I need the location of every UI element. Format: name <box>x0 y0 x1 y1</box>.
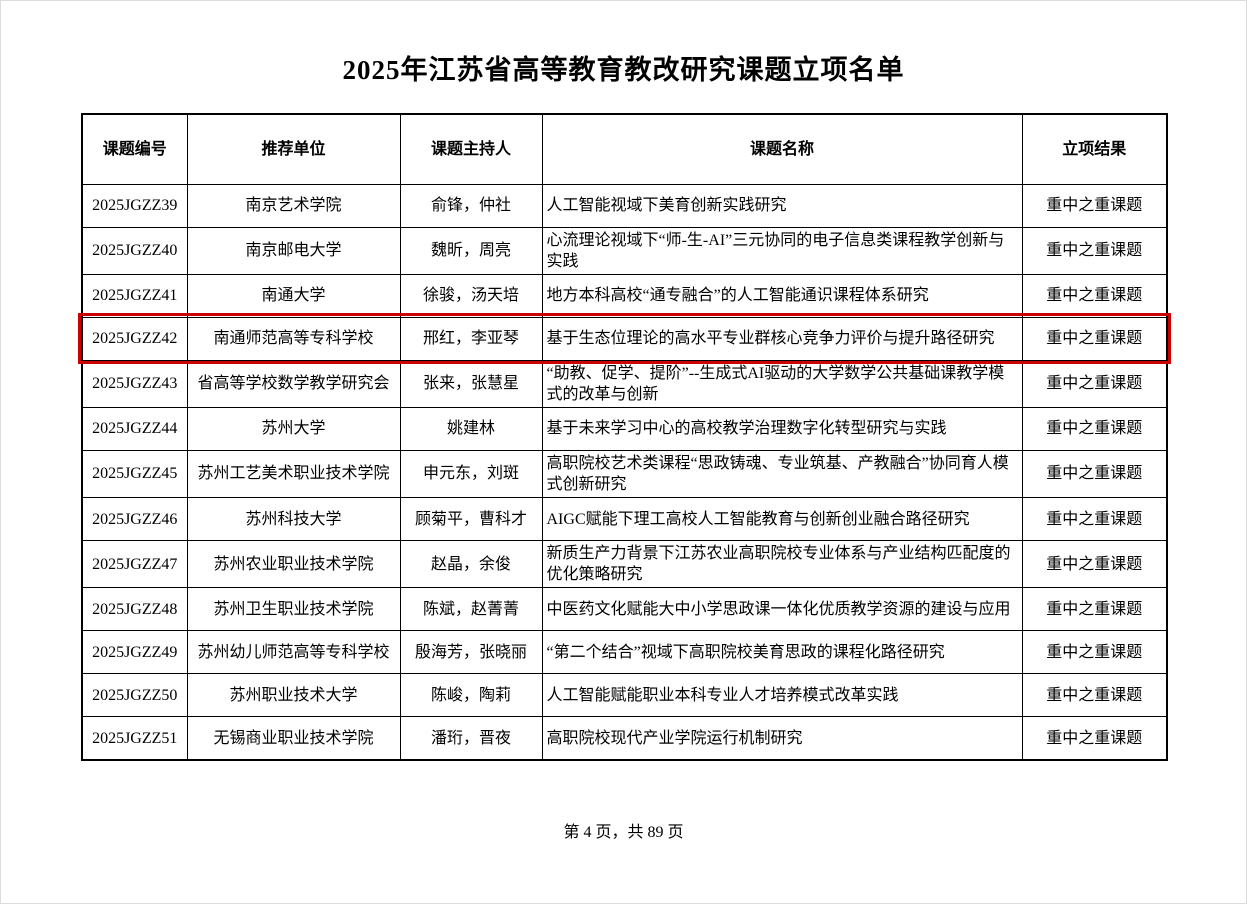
page-title: 2025年江苏省高等教育教改研究课题立项名单 <box>342 55 905 85</box>
cell-unit: 无锡商业职业技术学院 <box>186 716 401 761</box>
cell-unit: 南京邮电大学 <box>186 226 401 275</box>
cell-result: 重中之重课题 <box>1021 183 1168 228</box>
table-header-row: 课题编号 推荐单位 课题主持人 课题名称 立项结果 <box>81 113 1168 185</box>
table-row: 2025JGZZ48 苏州卫生职业技术学院 陈斌，赵菁菁 中医药文化赋能大中小学思政课… <box>81 587 1168 632</box>
column-header-4: 立项结果 <box>1021 113 1168 185</box>
column-header-2: 课题主持人 <box>399 113 543 185</box>
table-row-highlighted: 2025JGZZ42 南通师范高等专科学校 邢红，李亚琴 基于生态位理论的高水平专业群… <box>78 313 1171 365</box>
cell-unit: 南通师范高等专科学校 <box>186 316 401 361</box>
cell-host: 殷海芳，张晓丽 <box>399 630 543 675</box>
cell-id: 2025JGZZ50 <box>81 673 188 718</box>
cell-unit: 苏州大学 <box>186 406 401 451</box>
page-number: 第 4 页，共 89 页 <box>563 823 684 841</box>
cell-id: 2025JGZZ44 <box>81 406 188 451</box>
cell-name: “第二个结合”视域下高职院校美育思政的课程化路径研究 <box>541 630 1023 675</box>
cell-result: 重中之重课题 <box>1021 587 1168 632</box>
cell-result: 重中之重课题 <box>1021 497 1168 542</box>
cell-host: 赵晶，余俊 <box>399 540 543 589</box>
cell-host: 俞锋，仲社 <box>399 183 543 228</box>
cell-host: 邢红，李亚琴 <box>399 316 543 361</box>
project-table: 课题编号 推荐单位 课题主持人 课题名称 立项结果 2025JGZZ39 南京艺术学院 俞锋… <box>78 113 1171 761</box>
cell-unit: 苏州职业技术大学 <box>186 673 401 718</box>
cell-id: 2025JGZZ49 <box>81 630 188 675</box>
cell-host: 陈斌，赵菁菁 <box>399 587 543 632</box>
cell-host: 徐骏，汤天培 <box>399 273 543 318</box>
table-row: 2025JGZZ40 南京邮电大学 魏昕，周亮 心流理论视域下“师-生-AI”三元协同… <box>81 226 1168 275</box>
column-header-0: 课题编号 <box>81 113 188 185</box>
table-row: 2025JGZZ46 苏州科技大学 顾菊平，曹科才 AIGC赋能下理工高校人工智能教育… <box>81 497 1168 542</box>
table-row: 2025JGZZ49 苏州幼儿师范高等专科学校 殷海芳，张晓丽 “第二个结合”视域下高… <box>81 630 1168 675</box>
cell-host: 魏昕，周亮 <box>399 226 543 275</box>
cell-unit: 省高等学校数学教学研究会 <box>186 359 401 408</box>
cell-result: 重中之重课题 <box>1021 226 1168 275</box>
cell-id: 2025JGZZ51 <box>81 716 188 761</box>
cell-name: 人工智能赋能职业本科专业人才培养模式改革实践 <box>541 673 1023 718</box>
cell-name: 基于生态位理论的高水平专业群核心竞争力评价与提升路径研究 <box>541 316 1023 361</box>
cell-name: 高职院校艺术类课程“思政铸魂、专业筑基、产教融合”协同育人模式创新研究 <box>541 449 1023 499</box>
cell-name: 中医药文化赋能大中小学思政课一体化优质教学资源的建设与应用 <box>541 587 1023 632</box>
cell-name: 新质生产力背景下江苏农业高职院校专业体系与产业结构匹配度的优化策略研究 <box>541 540 1023 589</box>
cell-id: 2025JGZZ42 <box>81 316 188 361</box>
cell-host: 申元东，刘斑 <box>399 449 543 499</box>
table-row: 2025JGZZ43 省高等学校数学教学研究会 张来，张慧星 “助教、促学、提阶”--… <box>81 359 1168 408</box>
table-body: 2025JGZZ39 南京艺术学院 俞锋，仲社 人工智能视域下美育创新实践研究 重中之重… <box>78 183 1171 761</box>
cell-result: 重中之重课题 <box>1021 316 1168 361</box>
cell-host: 姚建林 <box>399 406 543 451</box>
cell-name: 心流理论视域下“师-生-AI”三元协同的电子信息类课程教学创新与实践 <box>541 226 1023 275</box>
cell-host: 顾菊平，曹科才 <box>399 497 543 542</box>
cell-id: 2025JGZZ45 <box>81 449 188 499</box>
cell-result: 重中之重课题 <box>1021 406 1168 451</box>
cell-name: 基于未来学习中心的高校教学治理数字化转型研究与实践 <box>541 406 1023 451</box>
cell-unit: 苏州科技大学 <box>186 497 401 542</box>
table-row: 2025JGZZ45 苏州工艺美术职业技术学院 申元东，刘斑 高职院校艺术类课程“思政… <box>81 449 1168 499</box>
cell-result: 重中之重课题 <box>1021 630 1168 675</box>
cell-unit: 苏州工艺美术职业技术学院 <box>186 449 401 499</box>
table-row: 2025JGZZ50 苏州职业技术大学 陈峻，陶莉 人工智能赋能职业本科专业人才培养模… <box>81 673 1168 718</box>
column-header-3: 课题名称 <box>541 113 1023 185</box>
cell-id: 2025JGZZ47 <box>81 540 188 589</box>
column-header-1: 推荐单位 <box>186 113 401 185</box>
cell-id: 2025JGZZ48 <box>81 587 188 632</box>
cell-unit: 南京艺术学院 <box>186 183 401 228</box>
cell-unit: 苏州幼儿师范高等专科学校 <box>186 630 401 675</box>
cell-unit: 苏州农业职业技术学院 <box>186 540 401 589</box>
cell-result: 重中之重课题 <box>1021 359 1168 408</box>
cell-unit: 苏州卫生职业技术学院 <box>186 587 401 632</box>
cell-result: 重中之重课题 <box>1021 716 1168 761</box>
cell-name: 高职院校现代产业学院运行机制研究 <box>541 716 1023 761</box>
cell-host: 张来，张慧星 <box>399 359 543 408</box>
cell-name: AIGC赋能下理工高校人工智能教育与创新创业融合路径研究 <box>541 497 1023 542</box>
cell-result: 重中之重课题 <box>1021 449 1168 499</box>
table-container: 课题编号 推荐单位 课题主持人 课题名称 立项结果 2025JGZZ39 南京艺术学院 俞锋… <box>78 113 1171 761</box>
cell-unit: 南通大学 <box>186 273 401 318</box>
cell-name: 人工智能视域下美育创新实践研究 <box>541 183 1023 228</box>
table-row: 2025JGZZ47 苏州农业职业技术学院 赵晶，余俊 新质生产力背景下江苏农业高职院… <box>81 540 1168 589</box>
cell-result: 重中之重课题 <box>1021 273 1168 318</box>
table-row: 2025JGZZ41 南通大学 徐骏，汤天培 地方本科高校“通专融合”的人工智能通识课… <box>81 273 1168 318</box>
cell-host: 潘珩，晋夜 <box>399 716 543 761</box>
cell-id: 2025JGZZ41 <box>81 273 188 318</box>
cell-result: 重中之重课题 <box>1021 540 1168 589</box>
cell-id: 2025JGZZ39 <box>81 183 188 228</box>
table-row: 2025JGZZ39 南京艺术学院 俞锋，仲社 人工智能视域下美育创新实践研究 重中之重… <box>81 183 1168 228</box>
table-row: 2025JGZZ44 苏州大学 姚建林 基于未来学习中心的高校教学治理数字化转型研究与… <box>81 406 1168 451</box>
cell-id: 2025JGZZ46 <box>81 497 188 542</box>
cell-id: 2025JGZZ43 <box>81 359 188 408</box>
cell-id: 2025JGZZ40 <box>81 226 188 275</box>
table-row: 2025JGZZ51 无锡商业职业技术学院 潘珩，晋夜 高职院校现代产业学院运行机制研… <box>81 716 1168 761</box>
cell-name: “助教、促学、提阶”--生成式AI驱动的大学数学公共基础课教学模式的改革与创新 <box>541 359 1023 408</box>
cell-host: 陈峻，陶莉 <box>399 673 543 718</box>
cell-name: 地方本科高校“通专融合”的人工智能通识课程体系研究 <box>541 273 1023 318</box>
cell-result: 重中之重课题 <box>1021 673 1168 718</box>
